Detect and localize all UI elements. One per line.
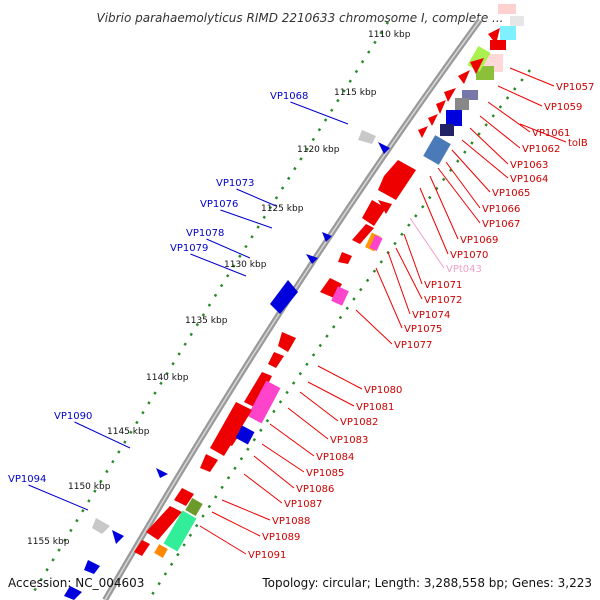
label-leader-line (437, 167, 481, 224)
gene-label-vp1075[interactable]: VP1075 (404, 324, 442, 335)
label-leader-line (199, 525, 247, 555)
left-labels: VP1068 VP1073 VP1076 VP1078 VP1079 VP1090 VP10… (8, 91, 349, 511)
gc-track-outer (28, 21, 390, 599)
gene-label-vp1087[interactable]: VP1087 (284, 499, 322, 510)
gene-label-vp1090[interactable]: VP1090 (54, 411, 92, 422)
gene-label-vp1081[interactable]: VP1081 (356, 402, 394, 413)
tick-label: 1110 kbp (368, 30, 411, 40)
label-leader-line (409, 217, 445, 269)
gene-label-vp1082[interactable]: VP1082 (340, 417, 378, 428)
tick-label: 1125 kbp (261, 204, 304, 214)
label-leader-line (269, 423, 315, 457)
gene-label-vp1089[interactable]: VP1089 (262, 532, 300, 543)
label-leader-line (261, 443, 305, 473)
gene-label-vp1069[interactable]: VP1069 (460, 235, 498, 246)
gene-label-vp1064[interactable]: VP1064 (510, 174, 548, 185)
label-leader-line (429, 175, 459, 240)
gene-label-vp1062[interactable]: VP1062 (522, 144, 560, 155)
tick-label: 1120 kbp (297, 145, 340, 155)
gene-label-vp1077[interactable]: VP1077 (394, 340, 432, 351)
gene-label-vp1091[interactable]: VP1091 (248, 550, 286, 561)
gene-cluster-outer (64, 130, 390, 600)
summary-text: Topology: circular; Length: 3,288,558 bp… (261, 576, 592, 590)
tick-labels: 1110 kbp 1115 kbp 1120 kbp 1125 kbp 1130… (27, 30, 411, 547)
label-leader-line (206, 238, 251, 259)
label-leader-line (509, 67, 555, 87)
gene-cluster-middle (134, 160, 416, 558)
tick-label: 1135 kbp (185, 316, 228, 326)
label-leader-line (307, 381, 355, 407)
tick-label: 1140 kbp (146, 373, 189, 383)
label-leader-line (461, 139, 509, 179)
label-leader-line (221, 499, 271, 521)
label-leader-line (403, 233, 423, 285)
label-leader-line (497, 85, 543, 107)
label-leader-line (253, 455, 295, 489)
label-leader-line (487, 101, 531, 133)
label-leader-line (190, 253, 247, 277)
gene-label-vpt043[interactable]: VPt043 (446, 264, 482, 275)
label-leader-line (375, 267, 403, 329)
tick-label: 1145 kbp (107, 427, 150, 437)
tick-label: 1115 kbp (334, 88, 377, 98)
gene-cluster-top (418, 4, 524, 165)
gene-label-vp1074[interactable]: VP1074 (412, 310, 450, 321)
gene-label-vp1084[interactable]: VP1084 (316, 452, 354, 463)
tick-label: 1130 kbp (224, 260, 267, 270)
label-leader-line (419, 187, 449, 255)
gene-label-vp1068[interactable]: VP1068 (270, 91, 308, 102)
gene-label-vp1088[interactable]: VP1088 (272, 516, 310, 527)
gene-label-vp1076[interactable]: VP1076 (200, 199, 238, 210)
label-leader-line (519, 123, 567, 143)
gene-label-vp1085[interactable]: VP1085 (306, 468, 344, 479)
label-leader-line (299, 391, 339, 422)
gene-label-vp1065[interactable]: VP1065 (492, 188, 530, 199)
tick-label: 1155 kbp (27, 537, 70, 547)
gene-label-vp1078[interactable]: VP1078 (186, 228, 224, 239)
gene-label-vp1071[interactable]: VP1071 (424, 280, 462, 291)
map-title: Vibrio parahaemolyticus RIMD 2210633 chr… (97, 11, 504, 25)
label-leader-line (317, 365, 363, 390)
label-leader-line (28, 484, 89, 511)
gene-label-vp1080[interactable]: VP1080 (364, 385, 402, 396)
label-leader-line (243, 473, 283, 504)
label-leader-line (479, 115, 521, 149)
gene-label-vp1072[interactable]: VP1072 (424, 295, 462, 306)
gene-label-vp1086[interactable]: VP1086 (296, 484, 334, 495)
accession-text: Accession: NC_004603 (8, 576, 144, 590)
label-leader-line (211, 511, 261, 537)
gene-label-vp1073[interactable]: VP1073 (216, 178, 254, 189)
label-leader-line (387, 251, 411, 315)
gene-label-vp1057[interactable]: VP1057 (556, 82, 594, 93)
gene-label-vp1070[interactable]: VP1070 (450, 250, 488, 261)
label-leader-line (451, 149, 491, 193)
label-leader-line (395, 247, 423, 300)
label-leader-line (355, 309, 393, 345)
tick-label: 1150 kbp (68, 482, 111, 492)
gene-label-vp1063[interactable]: VP1063 (510, 160, 548, 171)
label-leader-line (74, 421, 131, 449)
gc-track-inner (148, 69, 531, 599)
label-leader-line (220, 209, 273, 229)
gene-label-vp1079[interactable]: VP1079 (170, 243, 208, 254)
label-leader-line (287, 407, 329, 440)
gene-label-vp1067[interactable]: VP1067 (482, 219, 520, 230)
gene-label-vp1094[interactable]: VP1094 (8, 474, 46, 485)
label-leader-line (236, 188, 277, 207)
gene-label-vp1066[interactable]: VP1066 (482, 204, 520, 215)
label-leader-line (469, 127, 509, 165)
label-leader-line (290, 101, 349, 125)
gene-label-tolb[interactable]: tolB (568, 138, 588, 149)
gene-label-vp1061[interactable]: VP1061 (532, 128, 570, 139)
gene-label-vp1059[interactable]: VP1059 (544, 102, 582, 113)
gene-label-vp1083[interactable]: VP1083 (330, 435, 368, 446)
label-leader-line (445, 161, 481, 209)
